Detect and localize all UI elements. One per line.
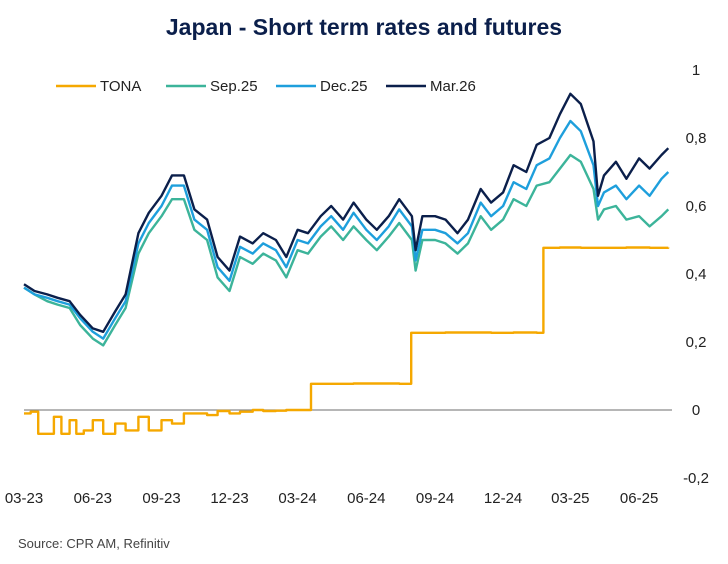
legend-item: Mar.26 — [386, 78, 476, 95]
x-tick-label: 03-24 — [278, 490, 316, 507]
x-tick-label: 06-24 — [347, 490, 385, 507]
legend-label: Sep.25 — [210, 78, 258, 95]
y-tick-label: 1 — [692, 62, 700, 79]
series-line-dec-25 — [23, 119, 670, 340]
y-tick-label: 0,6 — [686, 198, 707, 215]
x-tick-label: 06-23 — [74, 490, 112, 507]
series-lines — [23, 92, 670, 435]
legend-label: Dec.25 — [320, 78, 368, 95]
legend-label: TONA — [100, 78, 141, 95]
series-line-sep-25 — [23, 153, 670, 347]
x-tick-label: 09-23 — [142, 490, 180, 507]
y-tick-label: -0,2 — [683, 470, 709, 487]
chart-title: Japan - Short term rates and futures — [165, 14, 563, 40]
legend-item: Sep.25 — [166, 78, 258, 95]
x-tick-label: 12-23 — [210, 490, 248, 507]
y-tick-label: 0 — [692, 402, 700, 419]
x-tick-label: 03-23 — [5, 490, 43, 507]
legend-item: TONA — [56, 78, 141, 95]
x-tick-label: 12-24 — [484, 490, 522, 507]
legend-label: Mar.26 — [430, 78, 476, 95]
series-line-tona — [24, 246, 670, 435]
y-tick-label: 0,4 — [686, 266, 707, 283]
y-tick-label: 0,8 — [686, 130, 707, 147]
x-tick-label: 09-24 — [416, 490, 454, 507]
x-tick-label: 06-25 — [620, 490, 658, 507]
legend: TONA Sep.25 Dec.25 Mar.26 — [56, 78, 476, 95]
legend-item: Dec.25 — [276, 78, 368, 95]
y-tick-label: 0,2 — [686, 334, 707, 351]
axes: 1 0,8 0,6 0,4 0,2 0 -0,2 03-23 06-23 09-23 12-23 03… — [5, 62, 709, 507]
x-tick-label: 03-25 — [551, 490, 589, 507]
source-note: Source: CPR AM, Refinitiv — [18, 536, 170, 551]
series-line-mar-26 — [23, 92, 670, 333]
